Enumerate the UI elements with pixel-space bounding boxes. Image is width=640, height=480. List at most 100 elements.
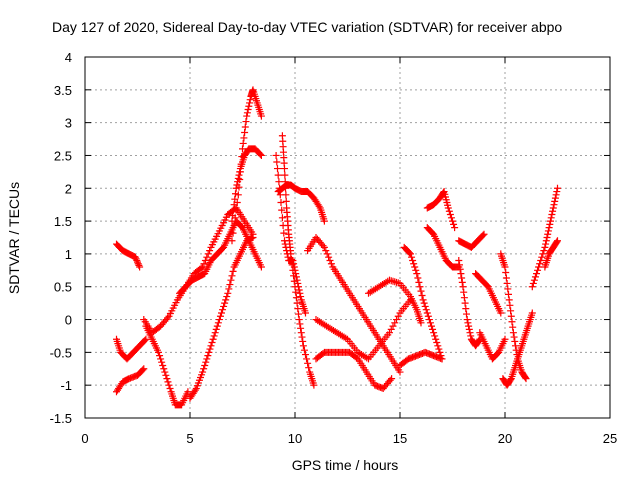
data-points [113,86,561,409]
data-point [553,188,561,196]
data-point [413,270,421,278]
data-point [552,191,560,199]
y-tick-label: 4 [65,50,72,65]
data-point [298,333,306,341]
data-point [204,352,212,360]
data-point [411,263,419,271]
data-point [282,184,290,192]
series-arc-25 [528,184,561,291]
data-point [202,358,210,366]
data-point [295,286,303,294]
data-point [206,345,214,353]
data-point [282,197,290,205]
data-point [415,278,423,286]
data-point [503,279,511,287]
data-point [214,319,222,327]
data-point [228,217,236,225]
data-point [553,238,561,246]
data-point [243,109,251,117]
data-point [296,320,304,328]
data-point [222,296,230,304]
data-point [134,260,142,268]
data-point [505,296,513,304]
data-point [302,351,309,359]
x-tick-label: 15 [393,431,407,446]
plot-frame [84,56,611,419]
data-point [296,289,304,297]
data-point [239,145,246,153]
data-point [199,368,207,376]
data-point [507,312,515,320]
data-point [507,307,515,315]
data-point [295,310,302,318]
data-point [420,299,428,307]
series-arc-1c [113,365,148,396]
data-point [538,253,546,261]
data-point [164,378,172,386]
data-point [547,214,555,222]
data-point [430,329,438,337]
data-point [418,291,426,299]
data-point [460,294,468,302]
data-point [450,220,458,228]
data-point [424,312,432,320]
data-point [221,299,229,307]
grid-lines [85,57,610,418]
data-point [548,211,556,219]
data-point [506,301,514,309]
data-point [396,368,404,376]
series-arc-2 [142,322,192,409]
data-point [235,171,243,179]
y-tick-label: 2 [65,181,72,196]
data-point [541,243,549,251]
data-point [522,375,530,383]
data-point [223,293,231,301]
data-point [210,332,218,340]
data-point [419,296,427,304]
data-point [294,279,302,287]
data-point [216,312,224,320]
data-point [530,276,538,284]
data-point [551,197,559,205]
data-point [295,283,302,291]
data-point [416,283,424,291]
data-point [293,276,301,284]
data-point [240,134,248,142]
data-point [200,260,208,268]
y-tick-label: 0 [65,313,72,328]
data-point [542,237,550,245]
data-point [283,250,291,258]
data-point [205,348,213,356]
data-point [536,260,544,268]
y-tick-label: 0.5 [54,280,72,295]
data-point [458,274,466,282]
data-point [543,234,551,241]
data-point [282,243,290,251]
data-point [528,283,536,291]
y-axis-ticks: -1.5 -1 -0.5 0 0.5 1 1.5 2 2.5 3 3.5 4 [50,50,610,426]
data-point [302,309,309,317]
data-point [542,240,550,248]
data-point [540,247,548,255]
data-point [509,323,517,331]
series-arc-19 [455,230,488,251]
data-point [290,260,298,268]
data-point [407,250,414,258]
data-point [200,365,208,373]
data-point [274,165,281,173]
data-point [550,201,558,209]
data-point [209,335,217,343]
data-point [388,375,396,383]
data-point [155,348,162,356]
data-point [206,247,214,255]
data-point [244,106,252,114]
data-point [242,118,250,126]
data-point [463,310,470,318]
data-point [394,312,402,320]
data-point [229,212,237,220]
data-point [249,234,257,241]
data-point [502,274,510,282]
data-point [387,325,395,333]
data-point [537,256,545,264]
series-arc-21 [472,270,505,317]
